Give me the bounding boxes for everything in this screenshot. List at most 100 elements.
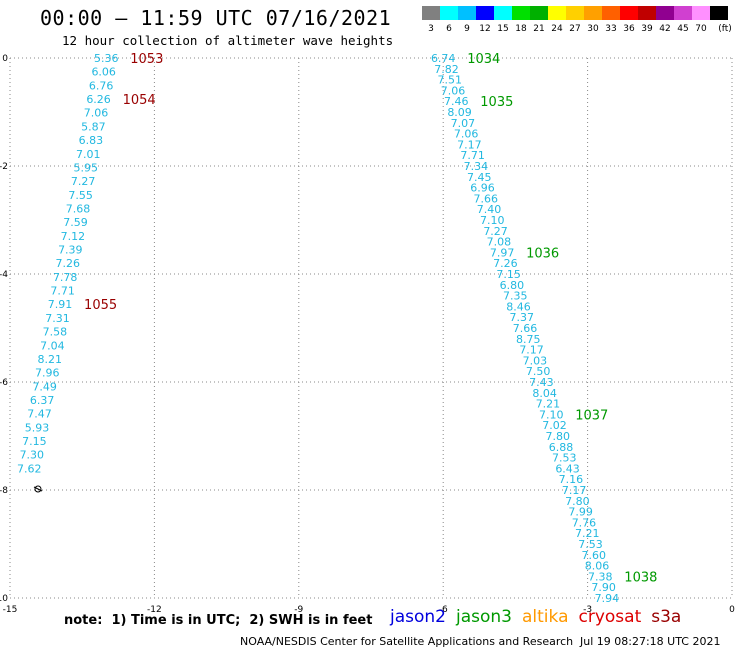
wave-height-value: 7.37: [510, 311, 535, 324]
legend-label: 39: [641, 24, 653, 34]
wave-height-value: 7.78: [53, 271, 78, 284]
wave-height-value: 7.82: [434, 63, 459, 76]
legend-label: 30: [587, 24, 599, 34]
wave-height-value: 5.95: [73, 161, 98, 174]
time-label: 1036: [526, 246, 559, 261]
wave-height-value: 5.87: [81, 120, 106, 133]
legend-swatch: [566, 6, 584, 20]
wave-height-value: 7.16: [559, 473, 584, 486]
wave-height-value: 7.59: [63, 216, 88, 229]
wave-height-value: 7.90: [591, 581, 616, 594]
wave-height-value: 7.10: [480, 214, 505, 227]
wave-height-value: 7.17: [457, 138, 482, 151]
legend-label: 21: [533, 24, 544, 34]
wave-height-value: 7.66: [513, 322, 538, 335]
legend-label: 18: [515, 24, 527, 34]
x-tick-label: 0: [729, 605, 735, 615]
legend-swatch: [710, 6, 728, 20]
wave-height-value: 7.47: [27, 408, 52, 421]
wave-height-value: 6.83: [79, 134, 104, 147]
wave-height-value: 7.15: [22, 435, 47, 448]
wave-height-value: 7.31: [45, 312, 70, 325]
wave-height-value: 6.74: [431, 52, 456, 65]
wave-height-value: 7.39: [58, 244, 83, 257]
y-tick-label: -6: [0, 378, 8, 388]
time-label: 1054: [123, 93, 156, 108]
wave-height-value: 7.66: [473, 192, 498, 205]
satellite-name-jason3: jason3: [456, 607, 512, 627]
time-label: 1034: [467, 52, 500, 67]
satellite-name-jason2: jason2: [390, 607, 446, 627]
axis-ticks: -15 -12 -9 -6 -3 0 0 -2 -4 -6 -8 -10: [0, 54, 735, 615]
legend-label: 15: [497, 24, 508, 34]
wave-height-value: 8.75: [516, 333, 541, 346]
wave-height-value: 6.26: [86, 93, 111, 106]
wave-height-value: 8.06: [585, 560, 610, 573]
wave-height-value: 7.34: [464, 160, 489, 173]
y-tick-label: -2: [0, 162, 8, 172]
wave-height-value: 7.80: [546, 430, 571, 443]
wave-height-value: 7.53: [552, 452, 577, 465]
wave-height-value: 7.55: [68, 189, 93, 202]
wave-height-value: 7.35: [503, 290, 528, 303]
wave-height-value: 7.27: [71, 175, 96, 188]
wave-height-value: 7.94: [595, 592, 620, 605]
wave-height-value: 7.06: [84, 107, 109, 120]
time-label: 1053: [130, 52, 163, 67]
legend-label: 12: [479, 24, 490, 34]
legend-swatch: [422, 6, 440, 20]
legend-swatch: [494, 6, 512, 20]
wave-height-value: 7.50: [526, 365, 551, 378]
chart-title: 00:00 – 11:59 UTC 07/16/2021: [40, 6, 392, 30]
location-marker: [33, 485, 43, 493]
marker-circle: [34, 485, 42, 493]
legend-swatch: [512, 6, 530, 20]
wave-height-value: 7.58: [43, 326, 68, 339]
legend-label: 3: [428, 24, 434, 34]
wave-height-value: 6.76: [89, 79, 114, 92]
legend-swatch: [458, 6, 476, 20]
wave-height-value: 7.45: [467, 171, 492, 184]
legend-label: 70: [695, 24, 707, 34]
wave-height-value: 7.62: [17, 462, 42, 475]
wave-height-value: 7.01: [76, 148, 101, 161]
wave-height-value: 7.17: [519, 344, 544, 357]
y-tick-label: -10: [0, 594, 8, 604]
legend-label: 33: [605, 24, 616, 34]
wave-height-value: 7.51: [437, 74, 462, 87]
credit-line: NOAA/NESDIS Center for Satellite Applica…: [240, 635, 574, 648]
wave-height-value: 8.46: [506, 300, 531, 313]
wave-height-value: 5.36: [94, 52, 119, 65]
x-tick-label: -9: [294, 605, 303, 615]
wave-height-value: 6.88: [549, 441, 574, 454]
wave-height-value: 7.26: [56, 257, 81, 270]
wave-height-value: 7.49: [32, 380, 57, 393]
legend-swatch: [692, 6, 710, 20]
legend-swatch: [548, 6, 566, 20]
footer-note: note: 1) Time is in UTC; 2) SWH is in fe…: [64, 613, 373, 628]
wave-height-value: 6.37: [30, 394, 55, 407]
time-label: 1055: [84, 298, 117, 313]
legend-swatch: [476, 6, 494, 20]
wave-height-value: 6.80: [500, 279, 525, 292]
wave-height-value: 7.21: [536, 398, 561, 411]
y-tick-label: -4: [0, 270, 8, 280]
wave-height-value: 7.76: [572, 516, 597, 529]
legend-swatch: [638, 6, 656, 20]
wave-height-value: 7.68: [66, 202, 91, 215]
legend-label: 9: [464, 24, 470, 34]
generated-timestamp: Jul 19 08:27:18 UTC 2021: [580, 635, 721, 648]
wave-height-value: 7.10: [539, 408, 564, 421]
legend-swatch: [440, 6, 458, 20]
wave-height-value: 7.60: [582, 549, 607, 562]
wave-height-value: 6.43: [555, 462, 580, 475]
wave-height-value: 7.97: [490, 246, 515, 259]
legend-swatch: [530, 6, 548, 20]
satellite-legend: jason2 jason3 altika cryosat s3a: [390, 607, 691, 627]
time-label: 1035: [480, 95, 513, 110]
time-labels: 1053 1054 1055 1034 1035 1036 1037 1038: [84, 52, 657, 585]
satellite-name-altika: altika: [522, 607, 569, 627]
wave-height-value: 7.91: [48, 298, 73, 311]
legend-label: 27: [569, 24, 580, 34]
